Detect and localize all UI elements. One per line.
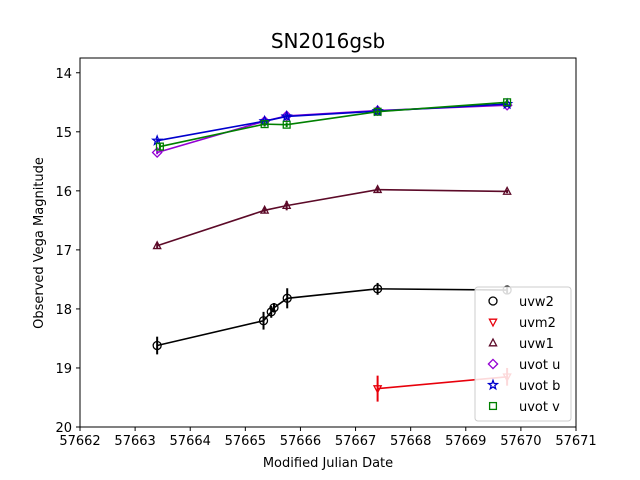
x-axis-label: Modified Julian Date bbox=[263, 456, 393, 471]
legend-label-uvw2: uvw2 bbox=[519, 295, 554, 310]
data-point-uvot-v-3 bbox=[373, 107, 382, 116]
y-axis-label: Observed Vega Magnitude bbox=[32, 157, 47, 329]
x-tick-label-57671: 57671 bbox=[555, 434, 596, 449]
series-line-uvw1 bbox=[156, 188, 508, 247]
legend-marker-uvw1 bbox=[488, 337, 498, 347]
legend-label-uvot-u: uvot u bbox=[519, 358, 560, 373]
y-tick-label-19: 19 bbox=[55, 362, 72, 377]
y-tick-label-16: 16 bbox=[55, 185, 72, 200]
data-point-uvot-v-1 bbox=[260, 120, 269, 129]
legend-marker-uvot-b bbox=[486, 378, 500, 391]
legend-marker-uvw2 bbox=[488, 296, 498, 306]
data-point-uvot-v-2 bbox=[282, 120, 291, 129]
legend-label-uvw1: uvw1 bbox=[519, 337, 554, 352]
data-point-uvot-v-4 bbox=[503, 98, 512, 107]
data-point-uvw1-2 bbox=[281, 200, 292, 210]
data-point-uvw2-5 bbox=[372, 284, 383, 294]
legend-label-uvm2: uvm2 bbox=[519, 316, 556, 331]
data-point-uvw2-4 bbox=[282, 293, 292, 303]
data-point-uvw2-0 bbox=[152, 340, 162, 351]
legend-marker-uvot-u bbox=[487, 358, 499, 370]
x-tick-label-57668: 57668 bbox=[390, 434, 431, 449]
data-point-uvw2-3 bbox=[269, 303, 279, 313]
plot-area: 57662 57663 57664 57665 57666 57667 57668 57669… bbox=[55, 57, 597, 449]
series-line-uvw2 bbox=[156, 288, 508, 347]
data-point-uvw1-3 bbox=[372, 184, 383, 194]
x-tick-label-57663: 57663 bbox=[114, 434, 155, 449]
legend-label-uvot-b: uvot b bbox=[519, 379, 560, 394]
x-tick-label-57670: 57670 bbox=[500, 434, 541, 449]
legend-box bbox=[474, 286, 572, 422]
legend: uvw2 uvm2 uvw1 uvot u uvot b uvot v bbox=[474, 286, 572, 422]
x-tick-label-57667: 57667 bbox=[335, 434, 376, 449]
data-point-uvw1-4 bbox=[502, 186, 512, 195]
data-point-uvot-v-0 bbox=[155, 142, 164, 151]
y-tick-label-14: 14 bbox=[55, 67, 72, 82]
x-tick-label-57664: 57664 bbox=[170, 434, 211, 449]
y-tick-label-17: 17 bbox=[55, 244, 72, 259]
series-line-uvot-u bbox=[156, 104, 508, 154]
y-tick-label-18: 18 bbox=[55, 303, 72, 318]
data-point-uvot-u-2 bbox=[281, 110, 293, 122]
x-tick-label-57662: 57662 bbox=[59, 434, 100, 449]
x-tick-label-57665: 57665 bbox=[225, 434, 266, 449]
legend-marker-uvot-v bbox=[488, 401, 498, 411]
data-point-uvot-u-0 bbox=[151, 146, 163, 158]
data-point-uvw1-1 bbox=[259, 204, 270, 214]
data-point-uvm2-0 bbox=[372, 385, 383, 395]
data-point-uvot-b-2 bbox=[280, 109, 293, 122]
x-tick-label-57666: 57666 bbox=[280, 434, 321, 449]
chart-title: SN2016gsb bbox=[271, 29, 385, 53]
legend-marker-uvm2 bbox=[488, 318, 498, 328]
legend-label-uvot-v: uvot v bbox=[519, 400, 560, 415]
data-point-uvw2-1 bbox=[258, 316, 269, 326]
y-tick-label-20: 20 bbox=[55, 421, 72, 436]
y-tick-label-15: 15 bbox=[55, 126, 72, 141]
series-line-uvot-v bbox=[159, 101, 508, 148]
x-tick-label-57669: 57669 bbox=[445, 434, 486, 449]
data-point-uvw1-0 bbox=[152, 240, 162, 250]
plot-frame bbox=[79, 57, 577, 428]
